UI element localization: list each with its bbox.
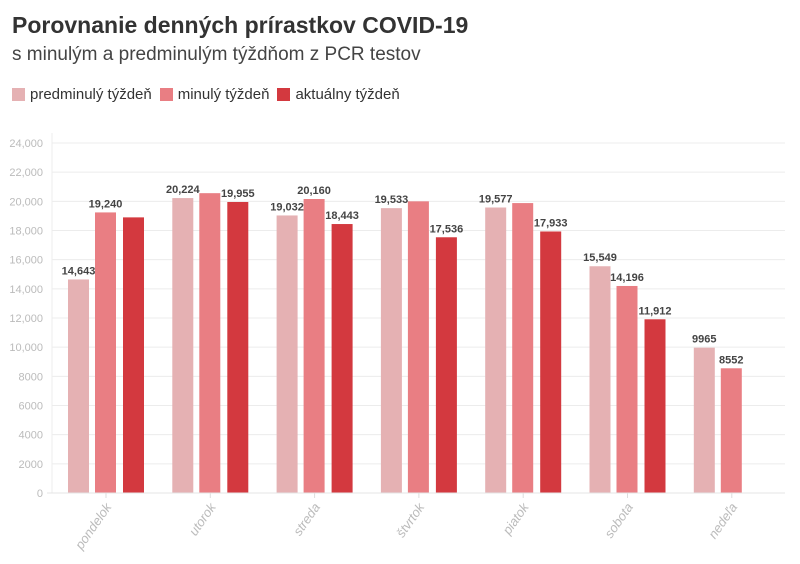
legend-label: minulý týždeň bbox=[177, 86, 270, 103]
x-tick-label: pondelok bbox=[71, 499, 115, 553]
y-tick-label: 8000 bbox=[19, 371, 43, 383]
data-label: 14,196 bbox=[610, 272, 644, 284]
bar bbox=[644, 319, 666, 493]
data-label: 19,533 bbox=[375, 194, 409, 206]
bar bbox=[616, 285, 638, 493]
legend-swatch bbox=[277, 88, 291, 101]
x-tick-label: utorok bbox=[186, 499, 220, 538]
bar bbox=[540, 231, 562, 493]
y-tick-label: 16,000 bbox=[9, 255, 43, 267]
data-label: 20,160 bbox=[297, 185, 331, 197]
data-label: 14,643 bbox=[62, 265, 96, 277]
legend-item: predminulý týždeň bbox=[12, 86, 152, 103]
y-tick-label: 2000 bbox=[19, 459, 43, 471]
legend-swatch bbox=[159, 88, 173, 101]
data-label: 19,240 bbox=[89, 198, 123, 210]
bar bbox=[512, 203, 534, 494]
data-label: 20,224 bbox=[166, 184, 201, 196]
bar bbox=[303, 199, 325, 493]
bar bbox=[199, 193, 221, 493]
y-tick-label: 24,000 bbox=[9, 138, 43, 150]
data-label: 19,577 bbox=[479, 194, 513, 206]
y-tick-label: 12,000 bbox=[9, 313, 43, 325]
bar bbox=[407, 201, 429, 494]
x-tick-label: streda bbox=[290, 500, 323, 538]
chart-title: Porovnanie denných prírastkov COVID-19 bbox=[12, 12, 469, 38]
data-label: 17,536 bbox=[430, 223, 464, 235]
bar bbox=[331, 224, 353, 493]
x-tick-label: piatok bbox=[499, 499, 533, 538]
legend-label: predminulý týždeň bbox=[30, 86, 152, 103]
bar bbox=[68, 279, 89, 493]
x-tick-label: nedeľa bbox=[705, 500, 740, 541]
bar bbox=[95, 212, 116, 493]
legend-item: aktuálny týždeň bbox=[277, 86, 400, 103]
bar bbox=[380, 208, 402, 494]
legend-swatch bbox=[12, 88, 25, 101]
y-tick-label: 4000 bbox=[19, 430, 43, 442]
data-label: 15,549 bbox=[583, 252, 617, 264]
bar bbox=[693, 347, 715, 493]
legend: predminulý týždeň minulý týždeň aktuálny… bbox=[12, 86, 400, 103]
bar bbox=[485, 207, 507, 494]
y-tick-label: 0 bbox=[37, 488, 43, 500]
y-tick-label: 20,000 bbox=[9, 196, 43, 208]
bar bbox=[589, 266, 611, 493]
data-label: 18,443 bbox=[325, 210, 359, 222]
legend-label: aktuálny týždeň bbox=[295, 86, 400, 103]
data-label: 19,955 bbox=[221, 188, 255, 200]
bar bbox=[435, 237, 457, 493]
y-tick-label: 10,000 bbox=[9, 342, 43, 354]
data-label: 11,912 bbox=[638, 305, 671, 317]
bar bbox=[720, 368, 742, 493]
data-label: 17,933 bbox=[534, 217, 568, 229]
bar bbox=[172, 198, 194, 494]
bar bbox=[123, 217, 144, 493]
x-tick-label: štvrtok bbox=[393, 499, 428, 540]
legend-item: minulý týždeň bbox=[159, 86, 270, 103]
bar bbox=[276, 215, 298, 493]
y-tick-label: 14,000 bbox=[9, 284, 43, 296]
data-label: 8552 bbox=[719, 354, 743, 366]
y-tick-label: 18,000 bbox=[9, 226, 43, 238]
chart-subtitle: s minulým a predminulým týždňom z PCR te… bbox=[12, 44, 421, 65]
y-tick-label: 6000 bbox=[19, 401, 43, 413]
x-tick-label: sobota bbox=[601, 500, 636, 541]
data-label: 19,032 bbox=[270, 201, 304, 213]
bar bbox=[227, 201, 249, 494]
y-tick-label: 22,000 bbox=[9, 167, 43, 179]
data-label: 9965 bbox=[692, 334, 716, 346]
